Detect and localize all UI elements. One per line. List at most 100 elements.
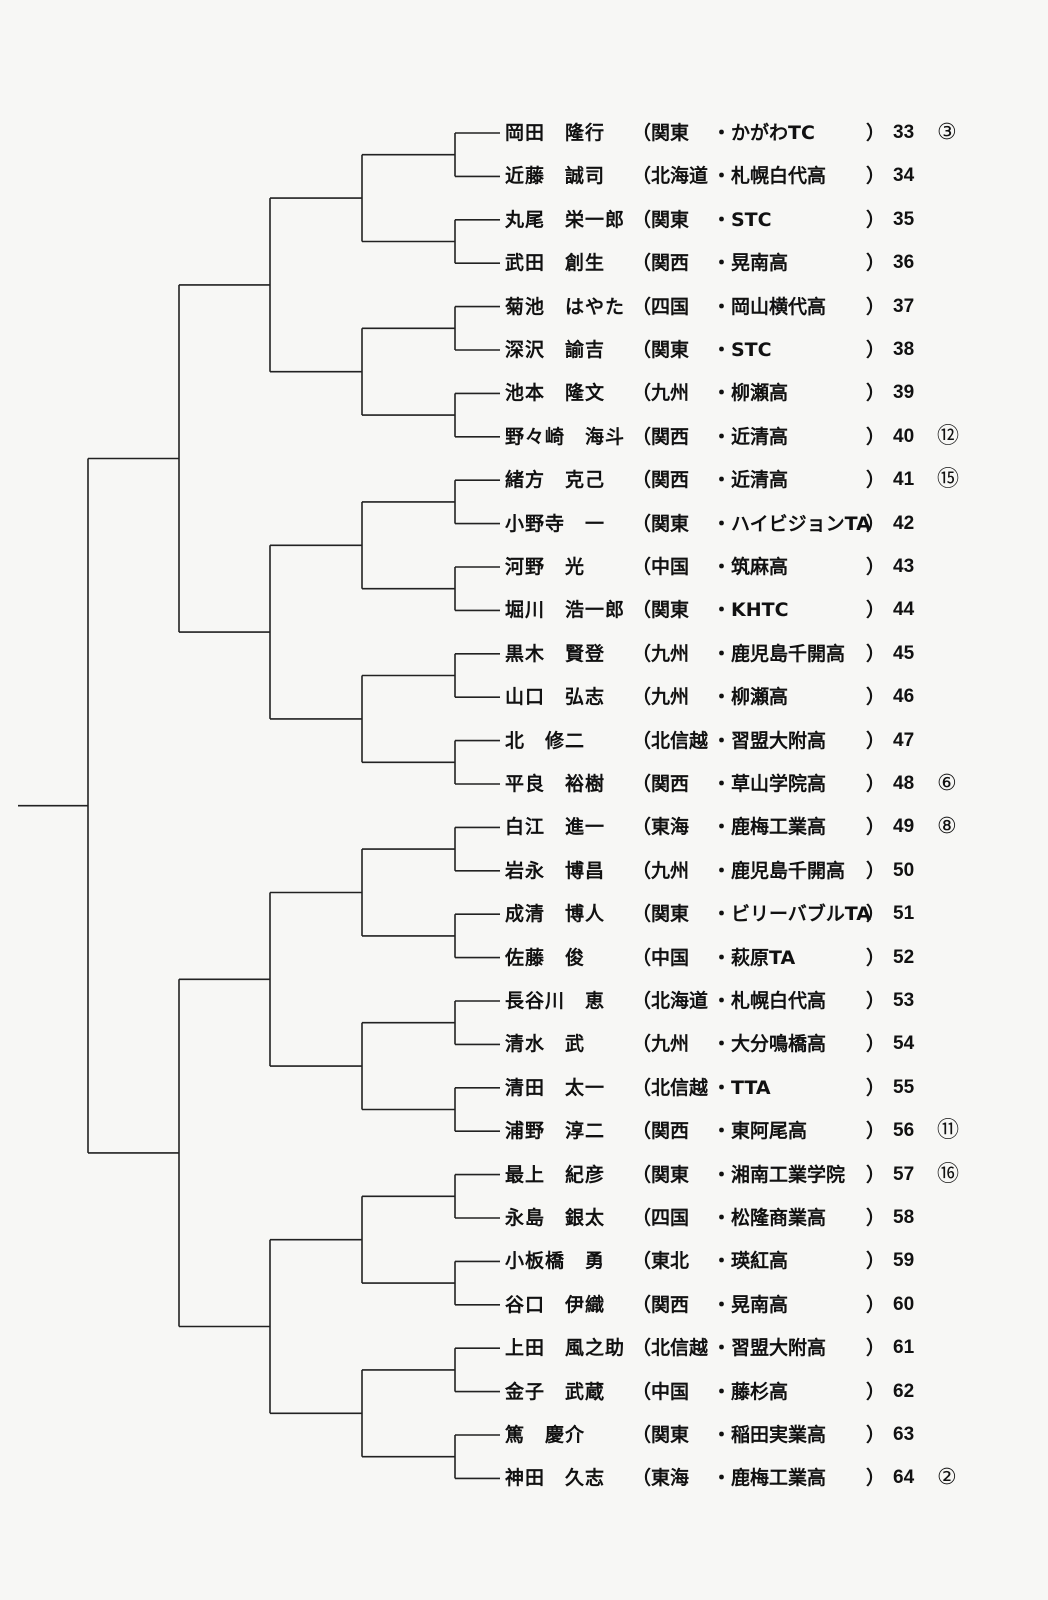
close-paren: ）	[866, 1250, 886, 1273]
player-name: 平良 裕樹	[505, 773, 606, 795]
entry-row: 丸尾 栄一郎 （関東 ・STC ） 35	[0, 205, 1048, 235]
draw-number: 41	[893, 469, 915, 491]
draw-number: 62	[893, 1380, 915, 1402]
region: （北海道	[632, 165, 709, 188]
school: ・かがわTC	[712, 122, 815, 144]
draw-number: 40	[893, 425, 915, 447]
close-paren: ）	[866, 512, 886, 535]
player-name: 山口 弘志	[505, 686, 606, 709]
draw-number: 57	[893, 1163, 915, 1185]
region: （北海道	[632, 990, 709, 1012]
draw-number: 34	[893, 165, 915, 187]
close-paren: ）	[866, 903, 886, 926]
school: ・瑛紅高	[712, 1250, 789, 1273]
draw-number: 61	[893, 1337, 915, 1359]
close-paren: ）	[866, 859, 886, 882]
entry-row: 白江 進一 （東海 ・鹿梅工業高 ） 49 ⑧	[0, 812, 1048, 842]
region: （九州	[632, 1033, 690, 1056]
close-paren: ）	[866, 1076, 886, 1099]
draw-number: 59	[893, 1250, 915, 1272]
entry-row: 浦野 淳二 （関西 ・東阿尾高 ） 56 ⑪	[0, 1116, 1048, 1146]
draw-number: 46	[893, 686, 915, 708]
school: ・ビリーバブルTA	[712, 903, 872, 926]
player-name: 緒方 克己	[505, 469, 606, 492]
region: （中国	[632, 556, 690, 578]
draw-number: 53	[893, 990, 915, 1011]
player-name: 堀川 浩一郎	[505, 599, 626, 622]
region: （北信越	[632, 1337, 709, 1360]
region: （九州	[632, 859, 690, 882]
draw-number: 45	[893, 642, 915, 664]
close-paren: ）	[866, 729, 886, 752]
player-name: 金子 武蔵	[505, 1380, 606, 1403]
draw-number: 44	[893, 599, 915, 621]
school: ・札幌白代高	[712, 990, 827, 1012]
entry-row: 長谷川 恵 （北海道 ・札幌白代高 ） 53	[0, 986, 1048, 1016]
school: ・萩原TA	[712, 946, 796, 969]
region: （関東	[632, 903, 690, 926]
draw-number: 50	[893, 859, 915, 881]
entry-row: 谷口 伊織 （関西 ・晃南高 ） 60	[0, 1290, 1048, 1320]
school: ・鹿児島千開高	[712, 642, 846, 665]
player-name: 谷口 伊織	[505, 1293, 606, 1316]
entry-row: 堀川 浩一郎 （関東 ・KHTC ） 44	[0, 595, 1048, 625]
entry-row: 金子 武蔵 （中国 ・藤杉高 ） 62	[0, 1377, 1048, 1407]
entry-row: 武田 創生 （関西 ・晃南高 ） 36	[0, 248, 1048, 278]
school: ・STC	[712, 339, 772, 361]
player-name: 武田 創生	[505, 252, 606, 275]
school: ・KHTC	[712, 599, 789, 622]
entry-row: 岩永 博昌 （九州 ・鹿児島千開高 ） 50	[0, 856, 1048, 886]
player-name: 岩永 博昌	[505, 859, 606, 882]
draw-number: 54	[893, 1033, 915, 1055]
region: （関西	[632, 1293, 690, 1316]
player-name: 上田 風之助	[505, 1337, 626, 1360]
school: ・鹿梅工業高	[712, 816, 827, 839]
close-paren: ）	[866, 1207, 886, 1229]
region: （関西	[632, 773, 690, 795]
region: （関東	[632, 208, 690, 231]
close-paren: ）	[866, 1380, 886, 1403]
entry-row: 成清 博人 （関東 ・ビリーバブルTA） 51	[0, 899, 1048, 929]
region: （九州	[632, 642, 690, 665]
entry-row: 小野寺 一 （関東 ・ハイビジョンTA） 42	[0, 509, 1048, 539]
close-paren: ）	[866, 1424, 886, 1446]
close-paren: ）	[866, 816, 886, 839]
draw-number: 48	[893, 773, 915, 794]
entry-row: 平良 裕樹 （関西 ・草山学院高 ） 48 ⑥	[0, 769, 1048, 799]
draw-number: 55	[893, 1076, 915, 1098]
player-name: 佐藤 俊	[505, 946, 586, 969]
seed-mark: ⑫	[937, 423, 960, 449]
player-name: 丸尾 栄一郎	[505, 208, 626, 231]
school: ・東阿尾高	[712, 1120, 808, 1143]
draw-number: 49	[893, 816, 915, 838]
region: （中国	[632, 946, 690, 969]
draw-number: 63	[893, 1424, 915, 1445]
entry-row: 菊池 はやた （四国 ・岡山横代高 ） 37	[0, 292, 1048, 322]
entry-row: 篤 慶介 （関東 ・稲田実業高 ） 63	[0, 1420, 1048, 1450]
entry-row: 清田 太一 （北信越 ・TTA ） 55	[0, 1073, 1048, 1103]
school: ・柳瀬高	[712, 686, 789, 709]
entry-row: 近藤 誠司 （北海道 ・札幌白代高 ） 34	[0, 161, 1048, 191]
region: （関東	[632, 1424, 690, 1446]
seed-mark: ⑪	[937, 1118, 960, 1144]
region: （東海	[632, 816, 690, 839]
school: ・ハイビジョンTA	[712, 512, 871, 535]
school: ・岡山横代高	[712, 295, 827, 318]
player-name: 小野寺 一	[505, 512, 606, 535]
close-paren: ）	[866, 1120, 886, 1143]
entry-row: 緒方 克己 （関西 ・近清高 ） 41 ⑮	[0, 465, 1048, 495]
region: （関東	[632, 339, 690, 361]
entry-row: 清水 武 （九州 ・大分鳴橋高 ） 54	[0, 1029, 1048, 1059]
seed-mark: ⑧	[937, 814, 957, 840]
player-name: 最上 紀彦	[505, 1163, 606, 1186]
player-name: 北 修二	[505, 729, 586, 752]
close-paren: ）	[866, 295, 886, 318]
region: （関東	[632, 1163, 690, 1186]
entry-row: 佐藤 俊 （中国 ・萩原TA ） 52	[0, 943, 1048, 973]
entry-row: 神田 久志 （東海 ・鹿梅工業高 ） 64 ②	[0, 1463, 1048, 1493]
draw-number: 52	[893, 946, 915, 968]
close-paren: ）	[866, 773, 886, 795]
close-paren: ）	[866, 642, 886, 665]
school: ・習盟大附高	[712, 1337, 827, 1360]
entry-row: 岡田 隆行 （関東 ・かがわTC ） 33 ③	[0, 118, 1048, 148]
